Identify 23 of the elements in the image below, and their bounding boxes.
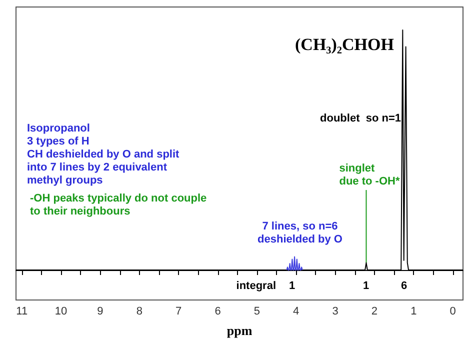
text: 1 [362,280,370,292]
text: 6 [400,280,408,292]
x-tick-label: 2 [371,306,378,318]
x-tick-label: 1 [410,306,417,318]
annotation: 7 lines, so n=6 deshielded by O [258,220,343,246]
annotation: Isopropanol 3 types of H CH deshielded by O and split into 7 lines by 2 equivalent methyl groups [27,122,180,186]
x-tick-label: 0 [450,306,456,318]
text: integral [236,280,276,292]
chart-title: (CH₃)₂CHOH [295,35,394,54]
x-tick-label: 7 [176,306,182,318]
x-tick-label: 8 [136,306,142,318]
x-tick-label: 9 [97,306,104,318]
x-tick-label: 10 [54,306,68,318]
annotation: doublet so n=1 [320,112,401,124]
x-axis-title: ppm [226,323,252,338]
x-tick-label: 11 [16,306,28,318]
annotation: singlet due to -OH* [339,162,400,188]
x-tick-label: 4 [293,306,300,318]
annotation: -OH peaks typically do not couple to their neighbours [30,192,207,218]
x-tick-label: 3 [332,306,338,318]
x-tick-label: 6 [214,306,221,318]
x-tick-label: 5 [254,306,260,318]
text: 1 [288,280,296,292]
